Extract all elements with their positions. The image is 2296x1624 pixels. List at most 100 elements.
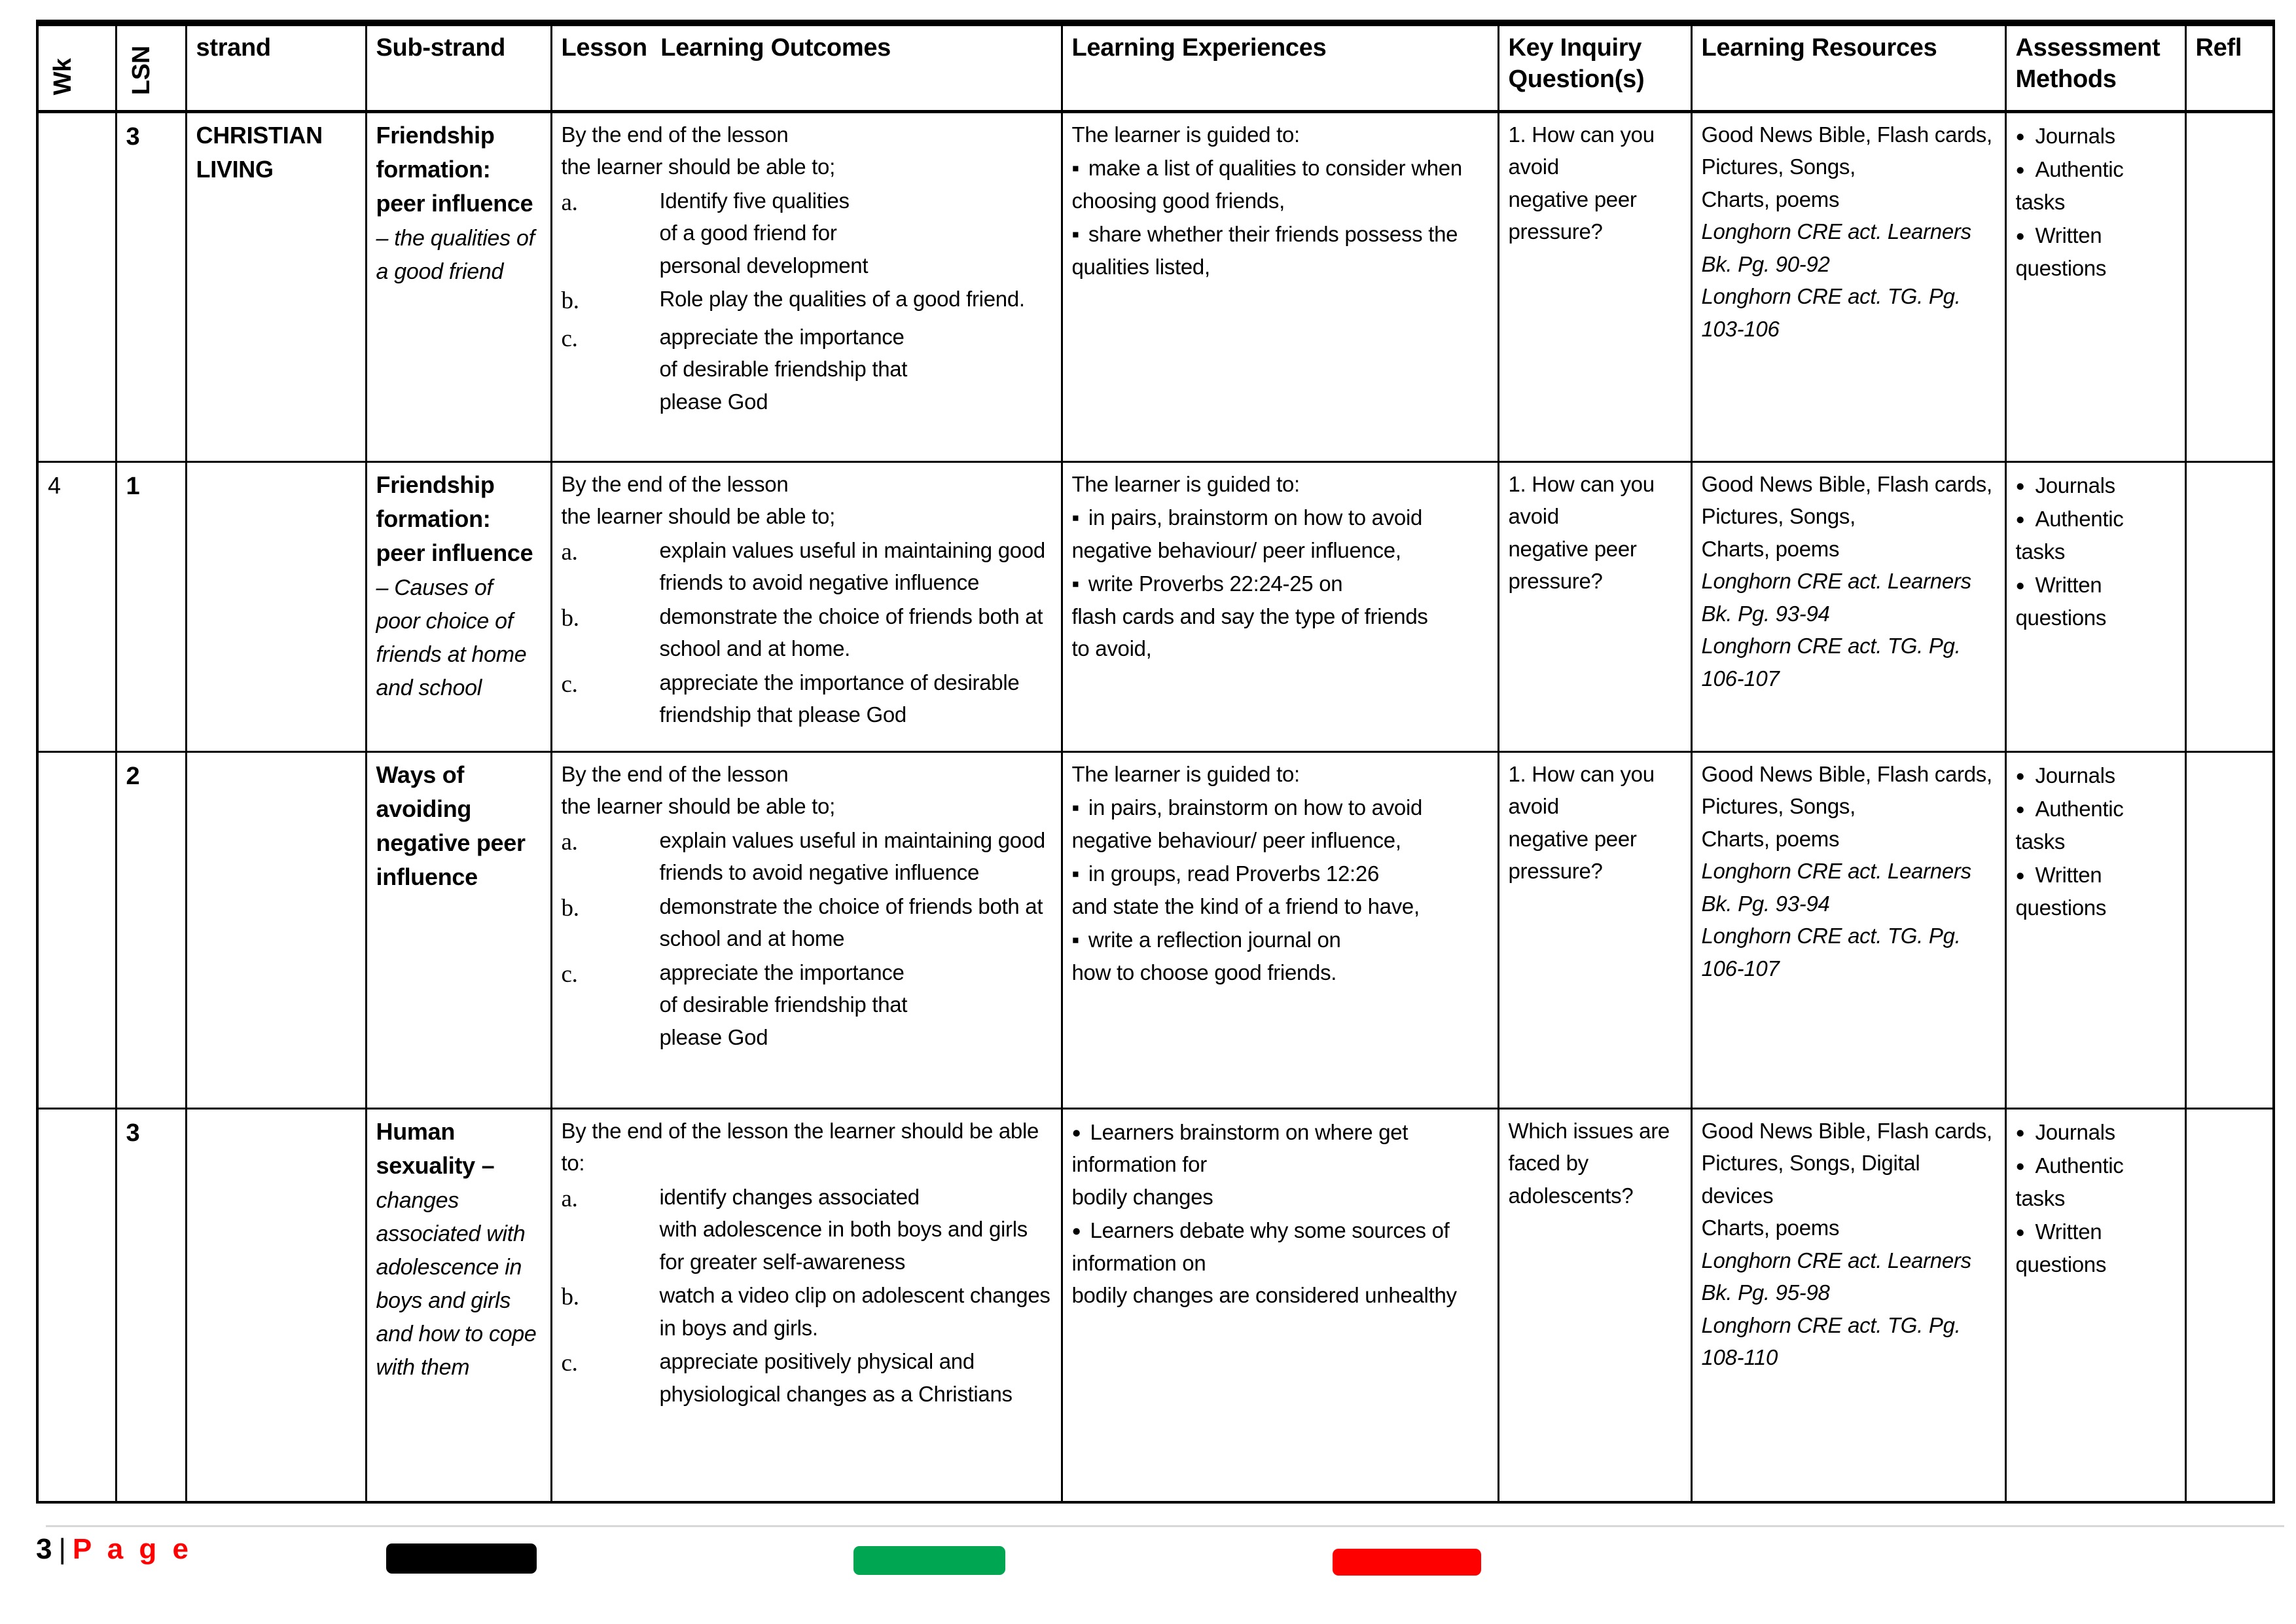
square-bullet-icon: ▪ — [1071, 156, 1080, 180]
assessment-item: ● Authentic tasks — [2015, 797, 2124, 854]
outcome-item: a. Identify five qualities of a good frie… — [561, 188, 869, 278]
round-bullet-icon: ● — [2015, 801, 2025, 819]
cell-resources: Good News Bible, Flash cards, Pictures, … — [1690, 110, 2007, 463]
round-bullet-icon: ● — [2015, 867, 2025, 885]
cell-experiences: The learner is guided to: ▪ make a list o… — [1060, 110, 1499, 463]
round-bullet-icon: ● — [2015, 1157, 2025, 1176]
col-header-substrand: Sub-strand — [365, 22, 552, 113]
round-bullet-icon: ● — [2015, 127, 2025, 145]
cell-assessment: ● Journals ● Authentic tasks ● Written ques… — [2004, 1107, 2187, 1504]
cell-substrand: Human sexuality – changes associated wit… — [365, 1107, 552, 1504]
page-word: P a g e — [72, 1533, 192, 1565]
outcome-item: b. demonstrate the choice of friends both… — [561, 604, 1043, 661]
round-bullet-icon: ● — [2015, 1223, 2025, 1242]
outcome-item: c. appreciate the importance of desirable… — [561, 670, 1020, 727]
experience-item: ▪ in groups, read Proverbs 12:26 and stat… — [1071, 861, 1420, 918]
col-header-week: Wk — [36, 22, 117, 113]
round-bullet-icon: ● — [2015, 1123, 2025, 1142]
cell-week — [36, 750, 117, 1110]
square-bullet-icon: ▪ — [1071, 222, 1080, 246]
cell-week — [36, 110, 117, 463]
black-bar — [386, 1543, 537, 1574]
cell-strand — [185, 1107, 367, 1504]
cell-experiences: The learner is guided to: ▪ in pairs, bra… — [1060, 750, 1499, 1110]
footer-divider — [46, 1525, 2284, 1527]
experience-item: ▪ in pairs, brainstorm on how to avoid ne… — [1071, 795, 1423, 852]
cell-reflection — [2184, 1107, 2275, 1504]
assessment-item: ● Authentic tasks — [2015, 157, 2124, 214]
cell-key-inquiry: 1. How can you avoid negative peer press… — [1497, 110, 1693, 463]
assessment-item: ● Written questions — [2015, 223, 2107, 280]
experience-item: ▪ make a list of qualities to consider wh… — [1071, 156, 1463, 213]
cell-week: 4 — [36, 460, 117, 753]
round-bullet-icon: ● — [2015, 577, 2025, 595]
cell-outcomes: By the end of the lesson the learner sho… — [550, 110, 1063, 463]
cell-substrand: Friendship formation: peer influence – t… — [365, 110, 552, 463]
cell-assessment: ● Journals ● Authentic tasks ● Written ques… — [2004, 110, 2187, 463]
assessment-item: ● Authentic tasks — [2015, 1153, 2124, 1210]
cell-strand: CHRISTIAN LIVING — [185, 110, 367, 463]
col-header-inquiry: Key Inquiry Question(s) — [1497, 22, 1693, 113]
experience-item: ● Learners debate why some sources of inf… — [1071, 1218, 1458, 1307]
col-header-resources: Learning Resources — [1690, 22, 2007, 113]
round-bullet-icon: ● — [2015, 161, 2025, 179]
green-bar — [853, 1546, 1005, 1575]
cell-resources: Good News Bible, Flash cards, Pictures, … — [1690, 750, 2007, 1110]
outcome-item: c. appreciate the importance of desirable… — [561, 324, 908, 414]
outcome-item: b. watch a video clip on adolescent chang… — [561, 1283, 1050, 1340]
table-row: 2 Ways of avoiding negative peer influen… — [36, 750, 2275, 1110]
cell-resources: Good News Bible, Flash cards, Pictures, … — [1690, 1107, 2007, 1504]
cell-lesson-number: 2 — [115, 750, 187, 1110]
cell-key-inquiry: Which issues are faced by adolescents? — [1497, 1107, 1693, 1504]
cell-lesson-number: 3 — [115, 1107, 187, 1504]
cell-resources: Good News Bible, Flash cards, Pictures, … — [1690, 460, 2007, 753]
round-bullet-icon: ● — [2015, 511, 2025, 529]
cell-lesson-number: 3 — [115, 110, 187, 463]
square-bullet-icon: ▪ — [1071, 795, 1080, 820]
square-bullet-icon: ▪ — [1071, 505, 1080, 530]
cell-outcomes: By the end of the lesson the learner sho… — [550, 1107, 1063, 1504]
cell-assessment: ● Journals ● Authentic tasks ● Written ques… — [2004, 460, 2187, 753]
col-header-refl: Refl — [2184, 22, 2275, 113]
cell-strand — [185, 750, 367, 1110]
assessment-item: ● Journals — [2015, 1119, 2116, 1144]
assessment-item: ● Written questions — [2015, 573, 2107, 630]
table-row: 3 CHRISTIAN LIVING Friendship formation:… — [36, 110, 2275, 463]
cell-key-inquiry: 1. How can you avoid negative peer press… — [1497, 750, 1693, 1110]
outcome-item: c. appreciate the importance of desirable… — [561, 960, 908, 1049]
round-bullet-icon: ● — [2015, 477, 2025, 495]
square-bullet-icon: ▪ — [1071, 928, 1080, 952]
square-bullet-icon: ▪ — [1071, 861, 1080, 886]
experience-item: ▪ write Proverbs 22:24-25 on flash cards … — [1071, 571, 1428, 660]
outcome-item: a. explain values useful in maintaining g… — [561, 537, 1046, 595]
col-header-outcomes: Lesson Learning Outcomes — [550, 22, 1063, 113]
assessment-item: ● Journals — [2015, 473, 2116, 497]
cell-substrand: Ways of avoiding negative peer influence — [365, 750, 552, 1110]
assessment-item: ● Written questions — [2015, 863, 2107, 920]
assessment-item: ● Journals — [2015, 763, 2116, 787]
experience-item: ▪ share whether their friends possess the… — [1071, 222, 1458, 279]
col-header-lesson: LSN — [115, 22, 187, 113]
outcome-item: b. Role play the qualities of a good frie… — [561, 287, 1026, 314]
table-row: 4 1 Friendship formation: peer influence… — [36, 460, 2275, 753]
square-bullet-icon: ▪ — [1071, 571, 1080, 596]
page-footer: 3 | P a g e — [36, 1533, 192, 1566]
cell-key-inquiry: 1. How can you avoid negative peer press… — [1497, 460, 1693, 753]
experience-item: ▪ in pairs, brainstorm on how to avoid ne… — [1071, 505, 1423, 562]
col-header-strand: strand — [185, 22, 367, 113]
outcome-item: c. appreciate positively physical and phy… — [561, 1349, 1013, 1406]
outcome-item: a. identify changes associated with adole… — [561, 1184, 1028, 1274]
footer-separator: | — [58, 1533, 66, 1565]
cell-lesson-number: 1 — [115, 460, 187, 753]
table-row: 3 Human sexuality – changes associated w… — [36, 1107, 2275, 1504]
assessment-item: ● Journals — [2015, 123, 2116, 148]
round-bullet-icon: ● — [1071, 1222, 1081, 1240]
col-header-experiences: Learning Experiences — [1060, 22, 1499, 113]
cell-experiences: ● Learners brainstorm on where get inform… — [1060, 1107, 1499, 1504]
outcome-item: b. demonstrate the choice of friends both… — [561, 893, 1043, 951]
cell-outcomes: By the end of the lesson the learner sho… — [550, 750, 1063, 1110]
experience-item: ▪ write a reflection journal on how to ch… — [1071, 928, 1341, 984]
round-bullet-icon: ● — [1071, 1123, 1081, 1142]
cell-outcomes: By the end of the lesson the learner sho… — [550, 460, 1063, 753]
